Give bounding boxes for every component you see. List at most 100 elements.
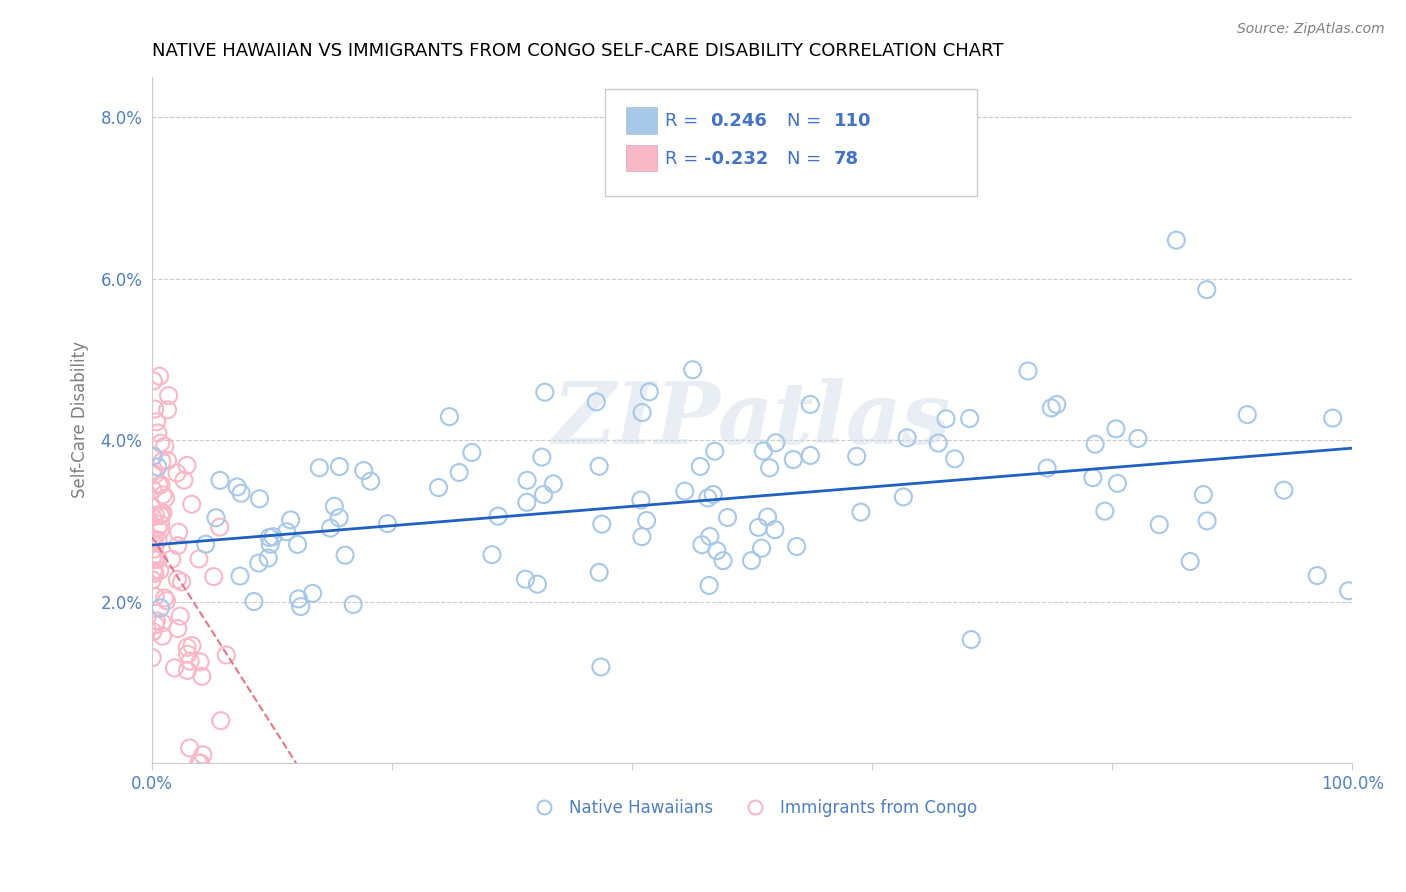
Point: [148, 552, 170, 566]
Text: 78: 78: [834, 150, 859, 168]
Point: [157, 388, 180, 402]
Point: [290, 599, 312, 614]
Point: [142, 624, 165, 639]
Point: [849, 505, 872, 519]
Point: [141, 551, 163, 566]
Point: [262, 530, 284, 544]
Point: [747, 520, 769, 534]
Point: [1017, 364, 1039, 378]
Point: [481, 548, 503, 562]
Point: [287, 537, 309, 551]
Point: [153, 591, 176, 605]
Point: [697, 578, 720, 592]
Point: [1107, 476, 1129, 491]
Point: [146, 459, 169, 474]
Point: [526, 577, 548, 591]
Point: [143, 541, 166, 556]
Point: [1126, 432, 1149, 446]
Point: [751, 541, 773, 556]
Point: [215, 648, 238, 662]
Point: [166, 539, 188, 553]
Point: [1236, 408, 1258, 422]
Point: [530, 450, 553, 464]
Text: -0.232: -0.232: [704, 150, 769, 168]
Point: [166, 466, 188, 480]
Point: [799, 397, 821, 411]
Point: [1197, 514, 1219, 528]
Point: [1337, 583, 1360, 598]
Point: [191, 747, 214, 762]
Point: [143, 467, 166, 482]
Point: [515, 572, 537, 586]
Point: [142, 374, 165, 388]
Text: N =: N =: [787, 150, 821, 168]
Point: [716, 510, 738, 524]
Point: [449, 466, 471, 480]
Point: [1105, 422, 1128, 436]
Point: [142, 564, 165, 578]
Point: [188, 655, 211, 669]
Point: [141, 573, 163, 587]
Point: [1180, 554, 1202, 568]
Point: [148, 369, 170, 384]
Point: [166, 622, 188, 636]
Point: [143, 566, 166, 581]
Point: [190, 756, 212, 771]
Point: [191, 669, 214, 683]
Point: [145, 415, 167, 429]
Point: [179, 654, 201, 668]
Point: [141, 466, 163, 480]
Point: [173, 473, 195, 487]
Point: [280, 513, 302, 527]
Text: ZIPatlas: ZIPatlas: [553, 378, 952, 462]
Point: [1084, 437, 1107, 451]
Point: [259, 537, 281, 551]
Point: [427, 481, 450, 495]
Point: [142, 483, 165, 497]
Point: [631, 530, 654, 544]
Point: [181, 639, 204, 653]
Point: [145, 614, 167, 628]
Point: [1040, 401, 1063, 415]
Point: [209, 714, 232, 728]
Point: [896, 431, 918, 445]
Point: [142, 449, 165, 463]
Point: [377, 516, 399, 531]
Point: [702, 487, 724, 501]
Point: [631, 406, 654, 420]
Point: [150, 477, 173, 491]
Point: [360, 474, 382, 488]
Point: [141, 533, 163, 548]
Point: [148, 478, 170, 492]
Point: [150, 454, 173, 468]
Point: [226, 480, 249, 494]
Point: [143, 402, 166, 417]
Point: [149, 600, 172, 615]
Point: [353, 464, 375, 478]
Point: [1147, 517, 1170, 532]
Point: [516, 495, 538, 509]
Point: [328, 459, 350, 474]
Point: [543, 476, 565, 491]
Point: [160, 552, 183, 566]
Point: [150, 507, 173, 521]
Point: [166, 573, 188, 587]
Point: [187, 552, 209, 566]
Point: [143, 590, 166, 604]
Point: [1166, 233, 1188, 247]
Point: [156, 453, 179, 467]
Point: [145, 617, 167, 632]
Point: [333, 548, 356, 562]
Point: [638, 384, 661, 399]
Point: [142, 564, 165, 578]
Point: [533, 487, 555, 501]
Point: [752, 444, 775, 458]
Point: [328, 510, 350, 524]
Point: [149, 508, 172, 523]
Point: [1192, 487, 1215, 501]
Point: [149, 517, 172, 532]
Point: [959, 411, 981, 425]
Point: [208, 520, 231, 534]
Point: [257, 531, 280, 545]
Point: [176, 458, 198, 473]
